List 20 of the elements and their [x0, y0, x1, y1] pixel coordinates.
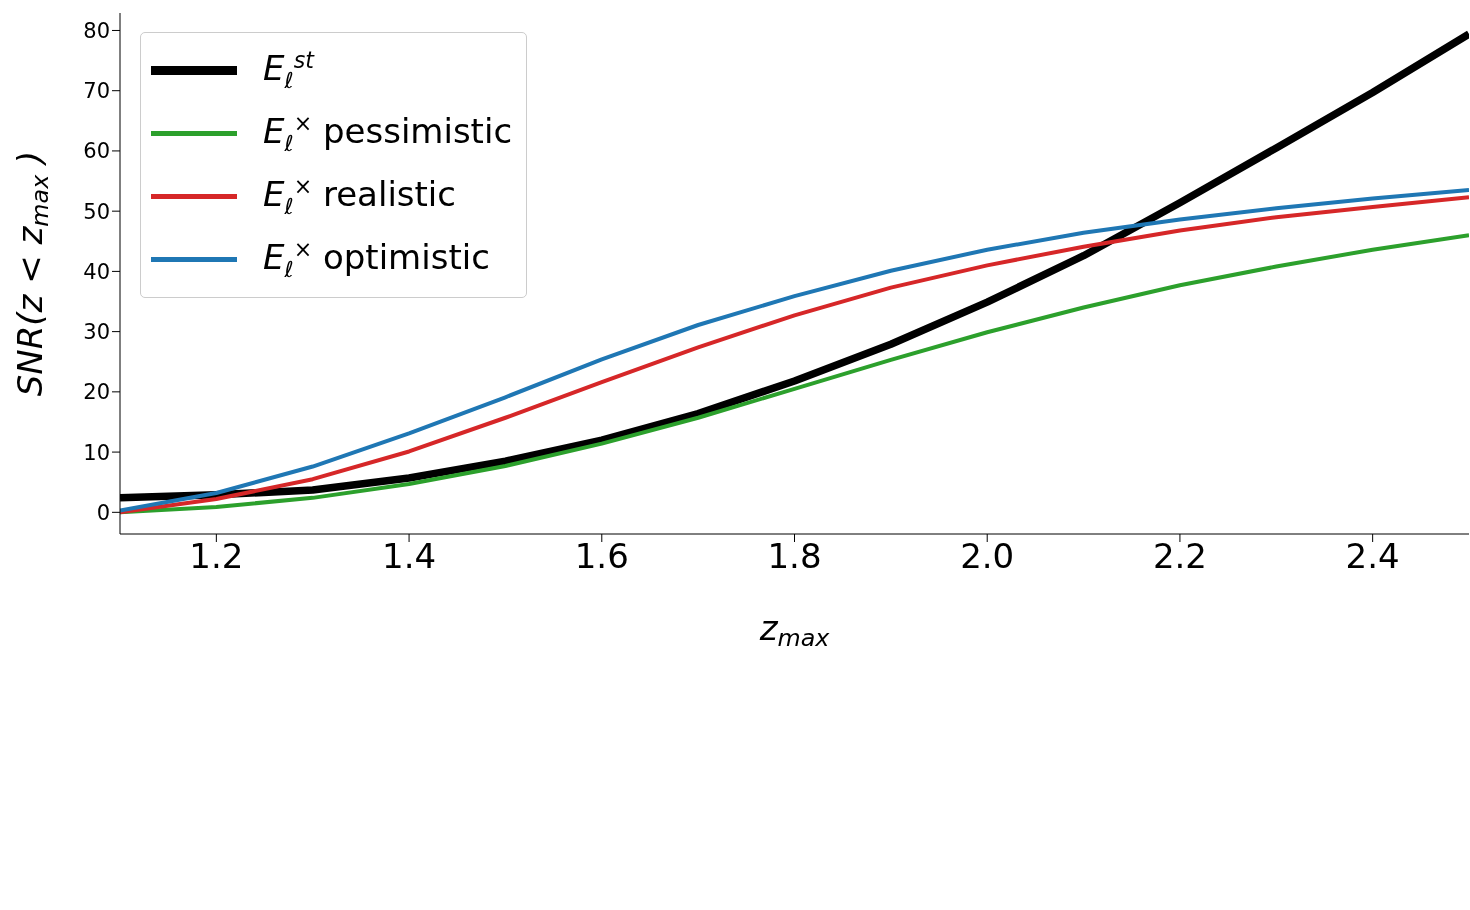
x-tick-label: 2.2: [1152, 536, 1207, 577]
y-tick-label: 0: [96, 500, 110, 525]
legend-label: E$_{ℓ}$$^{×}$ pessimistic: [263, 110, 513, 157]
x-axis-title: z$_{max}$: [758, 608, 831, 652]
y-tick-label: 40: [83, 259, 110, 284]
y-tick-label: 60: [83, 139, 110, 164]
x-tick-label: 1.8: [767, 536, 822, 577]
x-tick-label: 1.4: [382, 536, 437, 577]
y-tick-label: 10: [83, 440, 110, 465]
x-tick-label: 1.2: [189, 536, 244, 577]
x-tick-label: 2.4: [1345, 536, 1400, 577]
legend-label: E$_{ℓ}$$^{×}$ realistic: [263, 173, 457, 220]
y-tick-label: 80: [83, 18, 110, 43]
y-tick-label: 50: [83, 199, 110, 224]
y-tick-label: 20: [83, 380, 110, 405]
legend-label: E$_{ℓ}$$^{×}$ optimistic: [263, 236, 490, 283]
x-tick-label: 2.0: [960, 536, 1015, 577]
y-tick-label: 70: [83, 79, 110, 104]
y-tick-label: 30: [83, 320, 110, 345]
x-tick-label: 1.6: [574, 536, 629, 577]
